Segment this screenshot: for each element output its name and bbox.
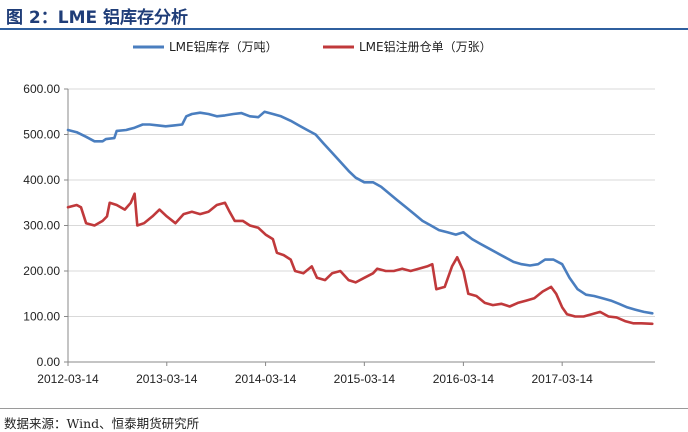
- figure-title: 图 2：LME 铝库存分析: [6, 8, 189, 28]
- source-note: 数据来源：Wind、恒泰期货研究所: [4, 416, 200, 431]
- x-tick-label: 2016-03-14: [433, 372, 495, 386]
- x-tick-label: 2017-03-14: [531, 372, 593, 386]
- legend-label-0: LME铝库存（万吨）: [169, 39, 278, 54]
- x-tick-label: 2014-03-14: [235, 372, 297, 386]
- y-axis-ticks: 0.00 100.00 200.00 300.00 400.00 500.00 600.00: [23, 82, 68, 369]
- y-tick-label: 100.00: [23, 310, 60, 324]
- legend: LME铝库存（万吨） LME铝注册仓单（万张）: [133, 39, 492, 54]
- grid-lines: [68, 88, 655, 317]
- y-tick-label: 0.00: [37, 355, 61, 369]
- legend-label-1: LME铝注册仓单（万张）: [359, 39, 492, 54]
- series-lines: [66, 110, 654, 326]
- x-axis-ticks: 2012-03-14 2013-03-14 2014-03-14 2015-03-14…: [37, 362, 593, 386]
- series-line-1: [66, 192, 654, 326]
- title-bar: 图 2：LME 铝库存分析: [0, 0, 688, 30]
- x-tick-label: 2013-03-14: [136, 372, 198, 386]
- y-tick-label: 400.00: [23, 173, 60, 187]
- y-tick-label: 300.00: [23, 219, 60, 233]
- y-tick-label: 500.00: [23, 128, 60, 142]
- series-line-0: [66, 110, 654, 315]
- source-bar: 数据来源：Wind、恒泰期货研究所: [0, 408, 688, 431]
- y-tick-label: 600.00: [23, 82, 60, 96]
- y-tick-label: 200.00: [23, 264, 60, 278]
- chart: 0.00 100.00 200.00 300.00 400.00 500.00 600.00…: [23, 39, 655, 386]
- x-tick-label: 2012-03-14: [37, 372, 99, 386]
- x-tick-label: 2015-03-14: [334, 372, 396, 386]
